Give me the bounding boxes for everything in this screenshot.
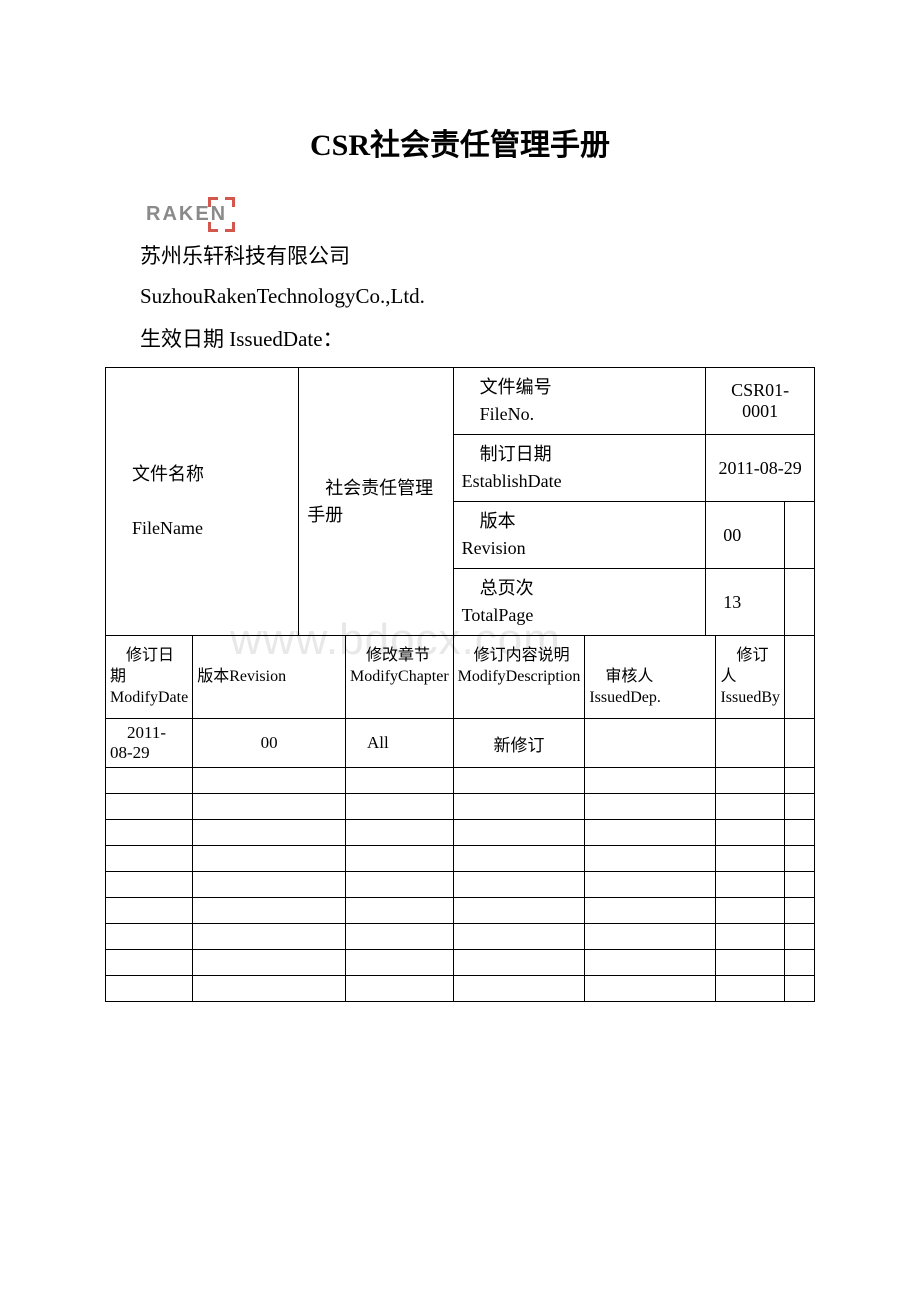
revision-row: 2011-08-29 00 All 新修订 [106,719,815,768]
revision-label-cell: 版本 Revision [453,502,706,569]
revision-value-cell: 00 [706,502,785,569]
col-modify-chapter: 修改章节ModifyChapter [346,636,454,719]
col-revision: 版本Revision [193,636,346,719]
revision-row-empty [106,768,815,794]
cell-chapter: All [346,719,454,768]
cell-desc: 新修订 [453,719,585,768]
cell-dep [585,719,716,768]
revision-history-header: 修订日期ModifyDate 版本Revision 修改章节ModifyChap… [106,636,815,719]
company-name-en: SuzhouRakenTechnologyCo.,Ltd. [140,284,815,309]
company-name-cn: 苏州乐轩科技有限公司 [140,240,815,270]
company-logo: RAKEN [140,199,815,230]
revision-row-empty [106,950,815,976]
revision-row-empty [106,898,815,924]
cell-revision: 00 [193,719,346,768]
revision-row-empty [106,924,815,950]
file-no-value-cell: CSR01-0001 [706,368,815,435]
revision-row-empty [106,872,815,898]
establish-date-label-cell: 制订日期 EstablishDate [453,435,706,502]
total-page-value-cell: 13 [706,569,785,636]
revision-row-empty [106,820,815,846]
revision-row-empty [106,794,815,820]
file-name-value-cell: 社会责任管理手册 [299,368,453,636]
file-no-label-cell: 文件编号 FileNo. [453,368,706,435]
revision-row-empty [106,976,815,1002]
col-issued-by: 修订人IssuedBy [716,636,785,719]
cell-by [716,719,785,768]
file-name-label-cell: 文件名称 FileName [106,368,299,636]
cell-date: 2011-08-29 [106,719,193,768]
document-info-table: 文件名称 FileName 社会责任管理手册 文件编号 FileNo. CSR0… [105,367,815,1002]
col-issued-dep: 审核人IssuedDep. [585,636,716,719]
establish-date-value-cell: 2011-08-29 [706,435,815,502]
logo-text: RAKEN [140,199,233,230]
revision-row-empty [106,846,815,872]
document-title: CSR社会责任管理手册 [105,120,815,164]
total-page-label-cell: 总页次 TotalPage [453,569,706,636]
col-modify-desc: 修订内容说明ModifyDescription [453,636,585,719]
issued-date-label: 生效日期 IssuedDate： [140,323,815,353]
col-modify-date: 修订日期ModifyDate [106,636,193,719]
